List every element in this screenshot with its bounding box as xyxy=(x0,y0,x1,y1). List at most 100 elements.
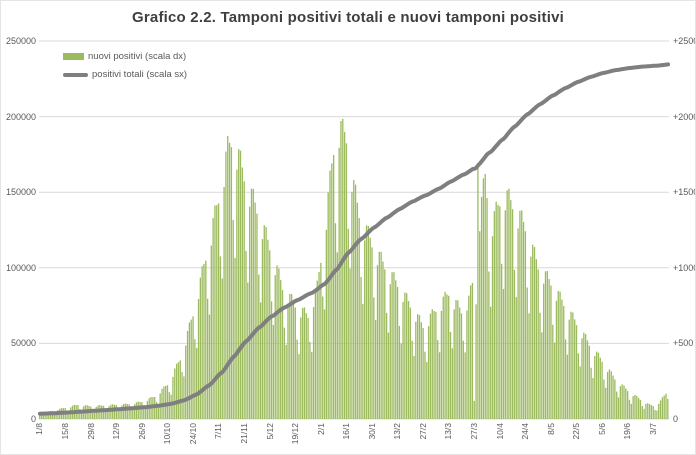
daily-bar xyxy=(431,309,433,419)
daily-bar xyxy=(318,271,320,419)
bar-swatch-icon xyxy=(63,53,84,60)
daily-bar xyxy=(283,327,286,419)
daily-bar xyxy=(557,290,559,419)
left-axis-tick-label: 0 xyxy=(30,414,36,424)
daily-bar xyxy=(342,118,344,420)
daily-bar xyxy=(488,271,490,419)
daily-bar xyxy=(490,306,492,419)
daily-bar xyxy=(349,268,351,419)
daily-bar xyxy=(426,361,428,419)
daily-bar xyxy=(574,319,576,419)
daily-bar xyxy=(528,313,530,419)
daily-bar xyxy=(387,332,390,419)
daily-bar xyxy=(269,250,271,419)
daily-bar xyxy=(533,247,536,419)
daily-bar xyxy=(93,411,96,419)
daily-bar xyxy=(643,408,645,419)
daily-bar xyxy=(291,294,293,419)
daily-bar xyxy=(144,408,147,419)
daily-bar xyxy=(590,367,592,419)
daily-bar xyxy=(398,325,401,419)
daily-bar xyxy=(491,236,494,419)
daily-bar xyxy=(661,397,664,419)
daily-bar xyxy=(185,345,187,419)
daily-bar xyxy=(437,340,439,419)
x-axis-tick-label: 30/1 xyxy=(366,423,377,440)
daily-bar xyxy=(183,376,185,419)
daily-bar xyxy=(331,163,333,419)
daily-bar xyxy=(588,345,590,419)
daily-bar xyxy=(647,403,649,419)
x-axis-tick-label: 7/11 xyxy=(213,423,224,439)
daily-bar xyxy=(227,135,229,419)
daily-bar xyxy=(506,190,508,419)
right-axis-tick-label: +2500 xyxy=(673,36,696,46)
left-axis-tick-label: 200000 xyxy=(5,111,36,122)
daily-bar xyxy=(453,309,455,419)
daily-bar xyxy=(238,149,240,420)
daily-bar xyxy=(586,340,589,419)
daily-bar xyxy=(407,301,410,419)
daily-bar xyxy=(486,198,488,419)
left-axis-tick-label: 150000 xyxy=(5,187,36,198)
daily-bar xyxy=(585,334,587,419)
daily-bar xyxy=(451,348,454,419)
x-axis-tick-label: 13/3 xyxy=(443,423,454,440)
daily-bar xyxy=(389,284,391,419)
daily-bar xyxy=(190,319,192,419)
legend-label-nuovi-positivi: nuovi positivi (scala dx) xyxy=(88,51,187,62)
daily-bar xyxy=(276,265,278,419)
left-axis-tick-label: 250000 xyxy=(5,36,36,46)
daily-bar xyxy=(570,311,572,419)
daily-bar xyxy=(409,307,412,419)
daily-bar xyxy=(117,408,119,419)
daily-bar xyxy=(322,296,324,419)
daily-bar xyxy=(143,406,145,419)
daily-bar xyxy=(278,268,280,419)
daily-bar xyxy=(216,205,218,419)
daily-bar xyxy=(515,297,517,419)
daily-bar xyxy=(466,310,468,419)
daily-bar xyxy=(442,296,444,419)
daily-bar xyxy=(285,344,287,419)
daily-bar xyxy=(544,271,547,419)
x-axis-tick-label: 19/6 xyxy=(622,423,633,440)
daily-bar xyxy=(95,406,97,419)
daily-bar xyxy=(223,186,225,419)
daily-bar xyxy=(353,179,355,419)
daily-bar xyxy=(294,307,296,419)
daily-bar xyxy=(391,272,393,419)
daily-bar xyxy=(243,181,245,419)
daily-bar xyxy=(236,169,238,419)
daily-bar xyxy=(364,240,366,419)
daily-bar xyxy=(157,403,160,419)
daily-bar xyxy=(396,287,399,419)
daily-bar xyxy=(228,142,231,419)
daily-bar xyxy=(597,352,600,419)
daily-bar xyxy=(513,269,516,419)
daily-bar xyxy=(627,391,629,419)
daily-bar xyxy=(616,391,618,419)
daily-bar xyxy=(239,150,242,419)
daily-bar xyxy=(194,339,196,419)
daily-bar xyxy=(186,330,189,419)
daily-bar xyxy=(249,206,251,419)
x-axis-tick-label: 1/8 xyxy=(34,423,45,435)
daily-bar xyxy=(617,397,620,419)
daily-bar xyxy=(384,269,386,419)
daily-bar xyxy=(522,221,525,419)
daily-bar xyxy=(232,220,234,419)
daily-bar xyxy=(360,277,362,419)
daily-bar xyxy=(373,297,375,419)
daily-bar xyxy=(652,406,654,419)
daily-bar xyxy=(637,398,640,419)
daily-bar xyxy=(81,410,83,419)
daily-bar xyxy=(358,218,360,419)
daily-bar xyxy=(480,196,483,419)
daily-bar xyxy=(658,403,660,419)
daily-bar xyxy=(406,293,408,419)
daily-bar xyxy=(44,412,46,419)
daily-bar xyxy=(146,400,149,419)
daily-bar xyxy=(435,311,437,419)
daily-bar xyxy=(508,188,510,419)
